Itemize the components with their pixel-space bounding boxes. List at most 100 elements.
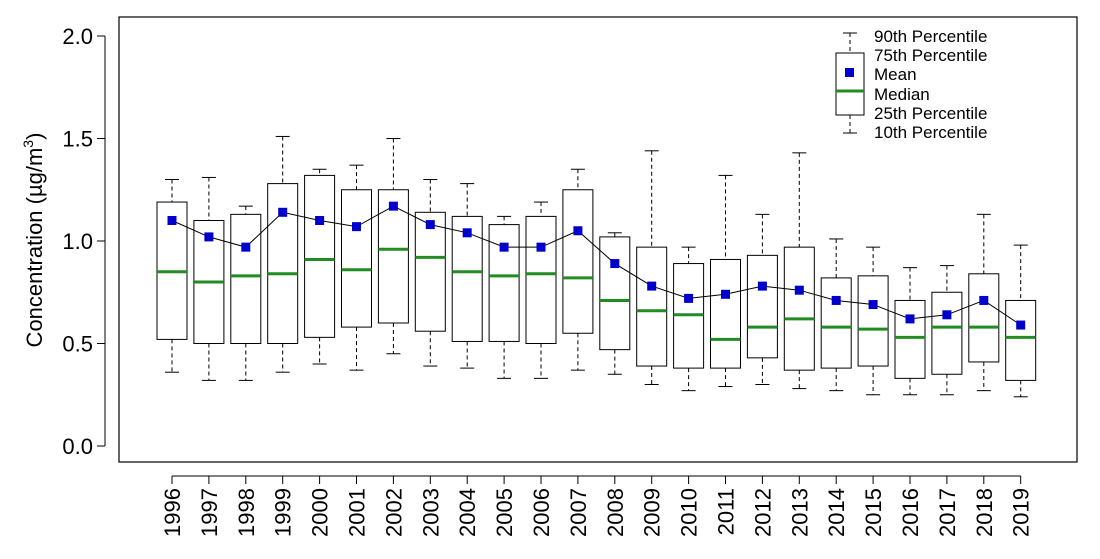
mean-marker-2019 — [1016, 320, 1026, 330]
iqr-box — [451, 215, 483, 342]
mean-marker-1996 — [167, 216, 177, 225]
box-2007 — [562, 168, 594, 371]
x-tick-label: 2002 — [381, 488, 406, 537]
iqr-box — [341, 189, 372, 328]
y-tick-label: 1.0 — [62, 229, 93, 254]
mean-marker-2017 — [942, 310, 952, 320]
iqr-box — [230, 213, 262, 344]
mean-marker-2018 — [979, 295, 989, 305]
mean-marker-2011 — [721, 289, 730, 299]
mean-marker-2010 — [684, 293, 694, 303]
x-tick-label: 2001 — [345, 488, 370, 537]
iqr-box — [488, 224, 520, 342]
mean-marker-2009 — [647, 281, 657, 291]
x-tick-label: 1997 — [197, 488, 222, 537]
boxes — [156, 135, 1037, 398]
box-2018 — [968, 213, 1000, 392]
mean-marker-2002 — [388, 201, 398, 211]
box-1998 — [230, 205, 262, 381]
box-2004 — [451, 183, 483, 369]
box-2008 — [599, 232, 631, 375]
y-tick-label: 1.5 — [62, 127, 93, 152]
iqr-box — [562, 189, 594, 334]
legend-label-p25: 25th Percentile — [874, 104, 987, 123]
x-tick-label: 2005 — [492, 488, 517, 537]
x-axis: 1996 1997 1998 1999 2000 2001 2002 2003 2004 2005… — [160, 475, 1034, 537]
mean-marker-2000 — [315, 216, 325, 225]
mean-marker-2015 — [868, 300, 878, 310]
iqr-box — [377, 189, 409, 324]
iqr-box — [894, 299, 926, 379]
x-tick-label: 1996 — [160, 488, 185, 537]
x-tick-label: 2003 — [418, 488, 443, 537]
mean-marker-2016 — [905, 314, 915, 324]
legend-label-p90: 90th Percentile — [874, 27, 987, 46]
iqr-box — [857, 275, 889, 367]
mean-marker-2008 — [610, 259, 620, 269]
x-tick-label: 2015 — [861, 488, 886, 537]
y-axis-label-superscript: 3 — [20, 140, 36, 148]
box-2006 — [525, 201, 557, 379]
mean-marker-2007 — [573, 226, 583, 236]
iqr-box — [710, 258, 741, 369]
mean-series — [167, 201, 1026, 330]
x-tick-label: 2011 — [714, 488, 739, 535]
x-tick-label: 1998 — [234, 488, 259, 537]
x-tick-label: 2016 — [898, 488, 923, 537]
mean-marker-2012 — [757, 281, 767, 291]
x-tick-label: 2000 — [308, 488, 333, 537]
x-tick-label: 2018 — [972, 488, 997, 537]
mean-marker-1997 — [204, 232, 214, 242]
mean-marker-1998 — [241, 242, 251, 252]
y-tick-label: 0.0 — [62, 434, 93, 459]
legend-label-p75: 75th Percentile — [874, 46, 987, 65]
box-2001 — [341, 164, 372, 371]
x-tick-label: 2010 — [677, 488, 702, 537]
x-tick-label: 2004 — [455, 488, 480, 537]
box-2011 — [710, 174, 741, 388]
mean-marker-1999 — [278, 207, 288, 217]
x-tick-label: 2009 — [640, 488, 665, 537]
legend-label-p10: 10th Percentile — [874, 123, 987, 142]
box-1999 — [267, 135, 299, 373]
x-tick-label: 1999 — [271, 488, 296, 537]
y-axis-label-main: Concentration (µg/m — [22, 148, 47, 348]
x-tick-label: 2012 — [750, 488, 775, 537]
legend-box — [835, 52, 865, 116]
x-tick-label: 2007 — [566, 488, 591, 537]
y-tick-label: 2.0 — [62, 24, 93, 49]
mean-marker-2006 — [536, 242, 546, 252]
x-tick-label: 2013 — [787, 488, 812, 537]
iqr-box — [414, 211, 446, 332]
x-tick-label: 2014 — [824, 488, 849, 537]
y-axis-label: Concentration (µg/m3) — [20, 133, 47, 348]
box-2019 — [1005, 244, 1037, 398]
box-2016 — [894, 267, 926, 396]
mean-marker-2003 — [425, 220, 435, 230]
iqr-box — [304, 174, 336, 338]
x-tick-label: 2006 — [529, 488, 554, 537]
mean-connector-line — [171, 205, 1021, 326]
box-2015 — [857, 246, 889, 396]
mean-marker-2004 — [462, 228, 472, 238]
iqr-box — [599, 236, 631, 351]
iqr-box — [931, 291, 963, 375]
mean-marker-2014 — [831, 295, 841, 305]
box-2000 — [304, 168, 336, 365]
box-2013 — [783, 152, 815, 390]
box-1997 — [193, 176, 225, 381]
box-2017 — [931, 265, 963, 396]
x-tick-label: 2019 — [1009, 488, 1034, 537]
legend-label-mean: Mean — [874, 65, 917, 84]
iqr-box — [968, 273, 1000, 363]
x-tick-label: 2008 — [603, 488, 628, 537]
box-2009 — [636, 150, 668, 385]
iqr-box — [525, 215, 557, 344]
plot-frame — [118, 16, 1078, 463]
legend-label-median: Median — [874, 85, 930, 104]
box-2002 — [377, 138, 409, 355]
mean-marker-2013 — [794, 285, 804, 295]
mean-marker-2001 — [352, 222, 361, 232]
legend: 90th Percentile 75th Percentile Mean Med… — [835, 27, 987, 142]
